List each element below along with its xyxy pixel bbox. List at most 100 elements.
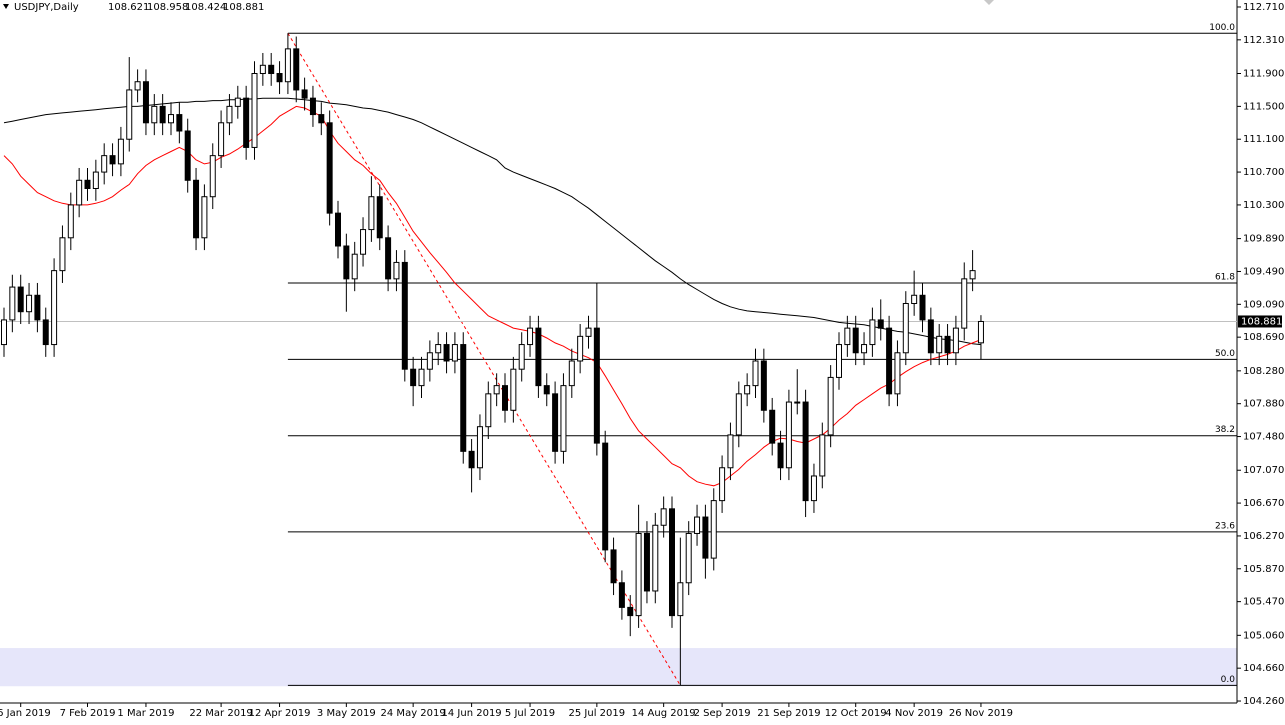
candle-body	[243, 97, 250, 148]
candle-body	[101, 155, 108, 173]
candle-body	[944, 335, 951, 354]
candle-body	[485, 393, 492, 428]
candle-body	[176, 114, 183, 132]
y-tick-label: 111.100	[1243, 134, 1284, 145]
y-tick-label: 110.300	[1243, 200, 1284, 211]
x-tick-label: 2 Sep 2019	[694, 708, 751, 719]
candle-body	[218, 122, 225, 157]
y-tick-label: 107.070	[1243, 465, 1284, 476]
candle-body	[769, 409, 776, 444]
candle-body	[502, 385, 508, 411]
candle-body	[426, 352, 433, 370]
candle-body	[84, 179, 91, 190]
candle-body	[226, 105, 233, 124]
x-tick-label: 7 Feb 2019	[60, 708, 116, 719]
candle-body	[777, 442, 784, 469]
fib-label: 50.0	[1215, 349, 1235, 359]
y-tick-label: 109.490	[1243, 266, 1284, 277]
candle-body	[410, 368, 417, 387]
symbol-title: USDJPY,Daily	[14, 2, 79, 13]
candle-body	[193, 179, 200, 239]
x-tick-label: 14 Aug 2019	[632, 708, 696, 719]
candle-body	[911, 294, 918, 304]
candle-body	[861, 344, 868, 354]
y-tick-label: 104.260	[1243, 696, 1284, 707]
x-tick-label: 24 May 2019	[381, 708, 446, 719]
candle-body	[669, 508, 675, 617]
candle-body	[259, 64, 266, 75]
candle-body	[1, 319, 7, 346]
y-tick-label: 105.870	[1243, 564, 1284, 575]
quote-low: 108.424	[185, 2, 226, 13]
candle-body	[919, 294, 926, 321]
candle-body	[927, 319, 934, 354]
last-price-box	[1238, 315, 1282, 328]
candle-body	[877, 319, 884, 329]
candle-body	[744, 385, 751, 395]
candle-body	[952, 327, 959, 354]
y-tick-label: 105.470	[1243, 597, 1284, 608]
candle-body	[234, 97, 241, 107]
candle-body	[209, 155, 216, 198]
candle-body	[126, 89, 133, 140]
x-tick-label: 3 May 2019	[317, 708, 376, 719]
candle-body	[443, 344, 450, 362]
candle-body	[201, 196, 208, 239]
candle-body	[76, 179, 83, 206]
candle-body	[844, 327, 851, 346]
candle-body	[318, 114, 325, 124]
candle-body	[961, 278, 968, 329]
candle-body	[552, 393, 559, 452]
moving-average	[3, 97, 981, 346]
candle-body	[42, 319, 49, 346]
fib-label: 38.2	[1215, 425, 1235, 435]
x-tick-label: 4 Nov 2019	[885, 708, 943, 719]
x-tick-label: 26 Nov 2019	[949, 708, 1013, 719]
y-tick-label: 112.310	[1243, 35, 1284, 46]
x-tick-label: 12 Apr 2019	[249, 708, 311, 719]
moving-average	[3, 105, 982, 487]
candle-body	[543, 385, 550, 395]
y-tick-label: 111.500	[1243, 101, 1284, 112]
candle-body	[468, 450, 475, 469]
candle-body	[26, 294, 33, 313]
candle-body	[326, 122, 333, 214]
candle-body	[827, 376, 834, 436]
candle-body	[268, 64, 275, 75]
candle-body	[17, 286, 24, 313]
y-tick-label: 104.660	[1243, 663, 1284, 674]
candle-body	[602, 442, 609, 551]
x-tick-label: 14 Jun 2019	[442, 708, 502, 719]
candle-body	[368, 196, 375, 231]
candle-body	[67, 204, 74, 239]
x-tick-label: 1 Mar 2019	[117, 708, 174, 719]
y-tick-label: 109.090	[1243, 299, 1284, 310]
candle-body	[535, 327, 542, 387]
candle-body	[585, 327, 592, 337]
y-tick-label: 105.060	[1243, 630, 1284, 641]
x-tick-label: 25 Jul 2019	[569, 708, 626, 719]
candle-body	[51, 270, 58, 346]
fib-diagonal	[287, 33, 681, 686]
fib-label: 0.0	[1221, 675, 1236, 685]
candle-body	[593, 327, 600, 444]
candle-body	[493, 385, 500, 395]
candle-body	[618, 582, 625, 608]
candle-body	[460, 344, 467, 452]
candle-body	[435, 344, 442, 354]
candle-body	[351, 253, 358, 280]
last-price-label: 108.881	[1241, 316, 1282, 327]
menu-arrow[interactable]	[3, 4, 9, 9]
candle-body	[735, 393, 742, 436]
candle-body	[677, 582, 684, 617]
candle-body	[109, 155, 116, 165]
candle-body	[335, 212, 341, 247]
y-tick-label: 107.880	[1243, 399, 1284, 410]
candle-body	[685, 532, 692, 584]
x-tick-label: 12 Oct 2019	[825, 708, 887, 719]
y-tick-label: 108.690	[1243, 332, 1284, 343]
candle-body	[343, 245, 350, 280]
